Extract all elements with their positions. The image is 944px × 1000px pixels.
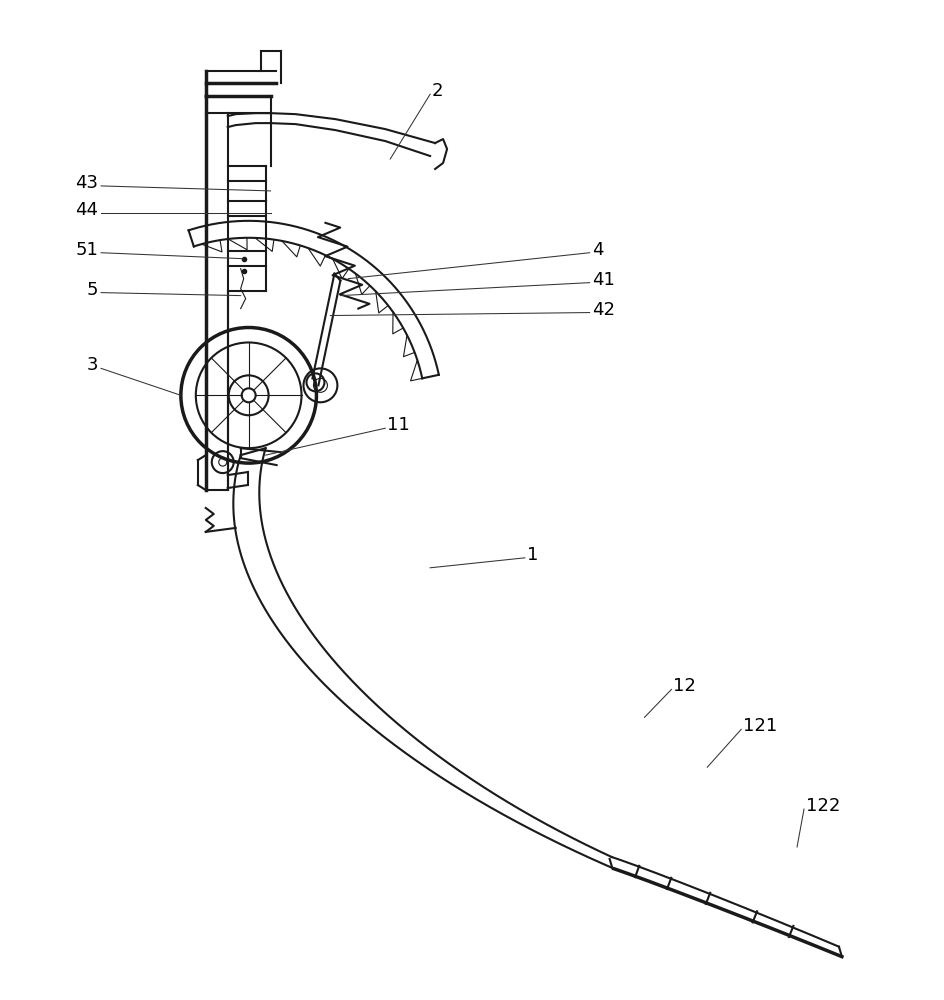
Text: 1: 1 bbox=[527, 546, 538, 564]
Text: 121: 121 bbox=[743, 717, 778, 735]
Text: 5: 5 bbox=[87, 281, 98, 299]
Text: 4: 4 bbox=[592, 241, 603, 259]
Text: 44: 44 bbox=[76, 201, 98, 219]
Text: 2: 2 bbox=[432, 82, 444, 100]
Text: 12: 12 bbox=[673, 677, 697, 695]
Text: 41: 41 bbox=[592, 271, 615, 289]
Text: 42: 42 bbox=[592, 301, 615, 319]
Text: 51: 51 bbox=[76, 241, 98, 259]
Text: 3: 3 bbox=[87, 356, 98, 374]
Text: 11: 11 bbox=[387, 416, 410, 434]
Text: 122: 122 bbox=[806, 797, 840, 815]
Text: 43: 43 bbox=[76, 174, 98, 192]
